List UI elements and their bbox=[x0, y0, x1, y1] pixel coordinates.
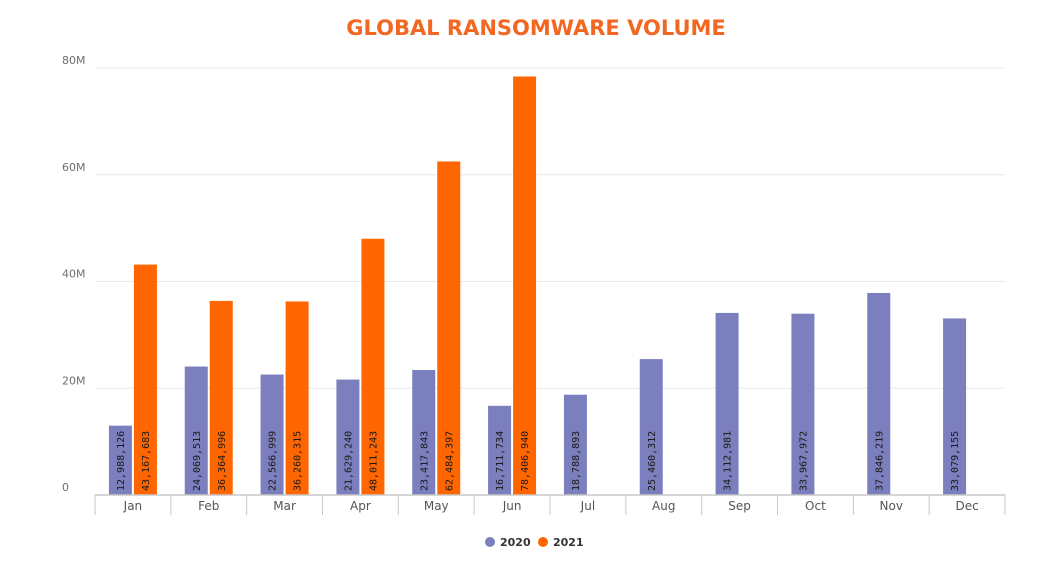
data-label: 23,417,843 bbox=[419, 431, 430, 491]
bar-2020-jul bbox=[563, 394, 587, 495]
category-label: Jul bbox=[580, 499, 595, 513]
data-label: 21,629,240 bbox=[343, 431, 354, 491]
category-label: Oct bbox=[805, 499, 826, 513]
category-label: Apr bbox=[350, 499, 371, 513]
data-label: 16,711,734 bbox=[495, 431, 506, 491]
data-label: 22,566,999 bbox=[268, 431, 279, 491]
y-tick-label: 20M bbox=[62, 374, 86, 387]
category-label: Sep bbox=[728, 499, 751, 513]
data-label: 37,846,219 bbox=[874, 431, 885, 491]
data-label: 48,011,243 bbox=[368, 431, 379, 491]
gridlines bbox=[95, 67, 1005, 389]
legend-label-2021: 2021 bbox=[553, 536, 584, 549]
y-tick-label: 80M bbox=[62, 54, 86, 67]
legend-label-2020: 2020 bbox=[500, 536, 531, 549]
category-label: Feb bbox=[198, 499, 219, 513]
legend: 2020 2021 bbox=[485, 536, 584, 549]
bar-2021-jan bbox=[133, 264, 157, 495]
bar-2021-may bbox=[437, 161, 461, 495]
bar-2020-feb bbox=[184, 366, 208, 495]
category-label: Mar bbox=[273, 499, 296, 513]
data-label: 43,167,683 bbox=[141, 431, 152, 491]
bar-2020-jun bbox=[488, 405, 512, 495]
bars: 12,988,126 43,167,683 24,069,513 36,364,996… bbox=[108, 76, 967, 495]
bar-2020-may bbox=[412, 370, 436, 495]
category-label: Jun bbox=[502, 499, 522, 513]
data-label: 33,967,972 bbox=[798, 431, 809, 491]
legend-marker-2020 bbox=[485, 537, 495, 547]
bar-2020-sep bbox=[715, 312, 739, 495]
data-label: 34,112,981 bbox=[723, 431, 734, 491]
data-label: 78,406,940 bbox=[520, 431, 531, 491]
bar-2020-apr bbox=[336, 379, 360, 495]
bar-2021-mar bbox=[285, 301, 309, 495]
chart-title: GLOBAL RANSOMWARE VOLUME bbox=[346, 16, 726, 40]
data-label: 36,364,996 bbox=[217, 431, 228, 491]
data-label: 24,069,513 bbox=[192, 431, 203, 491]
category-label: Nov bbox=[880, 499, 903, 513]
y-tick-label: 60M bbox=[62, 161, 86, 174]
bar-2021-feb bbox=[209, 300, 233, 495]
data-label: 12,988,126 bbox=[116, 431, 127, 491]
data-label: 25,460,312 bbox=[647, 431, 658, 491]
bar-2020-jan bbox=[108, 425, 132, 495]
y-tick-label: 40M bbox=[62, 268, 86, 281]
y-axis-ticks: 0 20M 40M 60M 80M bbox=[62, 54, 86, 494]
category-label: May bbox=[424, 499, 449, 513]
category-label: Jan bbox=[123, 499, 143, 513]
y-tick-label: 0 bbox=[62, 481, 69, 494]
bar-2020-nov bbox=[867, 292, 891, 495]
bar-2021-jun bbox=[513, 76, 537, 495]
bar-2020-oct bbox=[791, 313, 815, 495]
category-label: Aug bbox=[652, 499, 675, 513]
data-label: 36,260,315 bbox=[293, 431, 304, 491]
bar-2021-apr bbox=[361, 238, 385, 495]
legend-marker-2021 bbox=[538, 537, 548, 547]
bar-2020-mar bbox=[260, 374, 284, 495]
x-axis: Jan Feb Mar Apr May Jun Jul Aug Sep Oct Nov Dec bbox=[94, 494, 1006, 515]
data-label: 33,079,155 bbox=[950, 431, 961, 491]
bar-2020-aug bbox=[639, 359, 663, 495]
category-label: Dec bbox=[955, 499, 978, 513]
bar-2020-dec bbox=[943, 318, 967, 495]
data-label: 62,484,397 bbox=[444, 431, 455, 491]
data-label: 18,788,893 bbox=[571, 431, 582, 491]
